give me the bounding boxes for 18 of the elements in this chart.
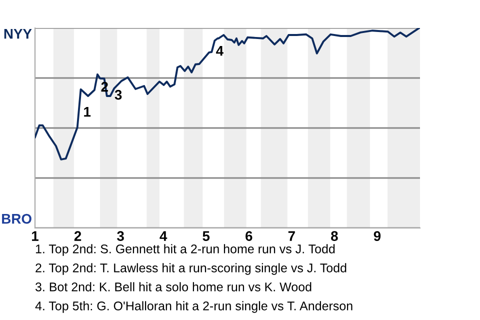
x-tick-label: 6 — [246, 231, 252, 241]
text: 3. Bot 2nd: K. Bell hit a solo home run vs K. Wood — [35, 282, 312, 292]
text: 2. Top 2nd: T. Lawless hit a run-scoring single vs J. Todd — [36, 263, 346, 275]
x-tick-label: 4 — [160, 231, 168, 241]
x-tick-label: 1 — [32, 231, 38, 241]
annotation: 3 — [114, 90, 122, 100]
text: BRO — [2, 214, 32, 224]
x-tick-label: 2 — [74, 231, 82, 241]
annotation: 1 — [84, 107, 91, 117]
x-tick-label: 5 — [202, 231, 210, 241]
x-tick-label: 7 — [288, 231, 295, 241]
annotation: 4 — [216, 46, 224, 56]
text: NYY — [4, 29, 32, 39]
text: 1. Top 2nd: S. Gennett hit a 2-run home run vs J. Todd — [36, 244, 335, 256]
x-tick-label: 3 — [117, 231, 124, 241]
x-tick-label: 8 — [331, 231, 338, 241]
text: 4. Top 5th: G. O'Halloran hit a 2-run single vs T. Anderson — [35, 301, 352, 313]
x-tick-label: 9 — [374, 231, 381, 241]
